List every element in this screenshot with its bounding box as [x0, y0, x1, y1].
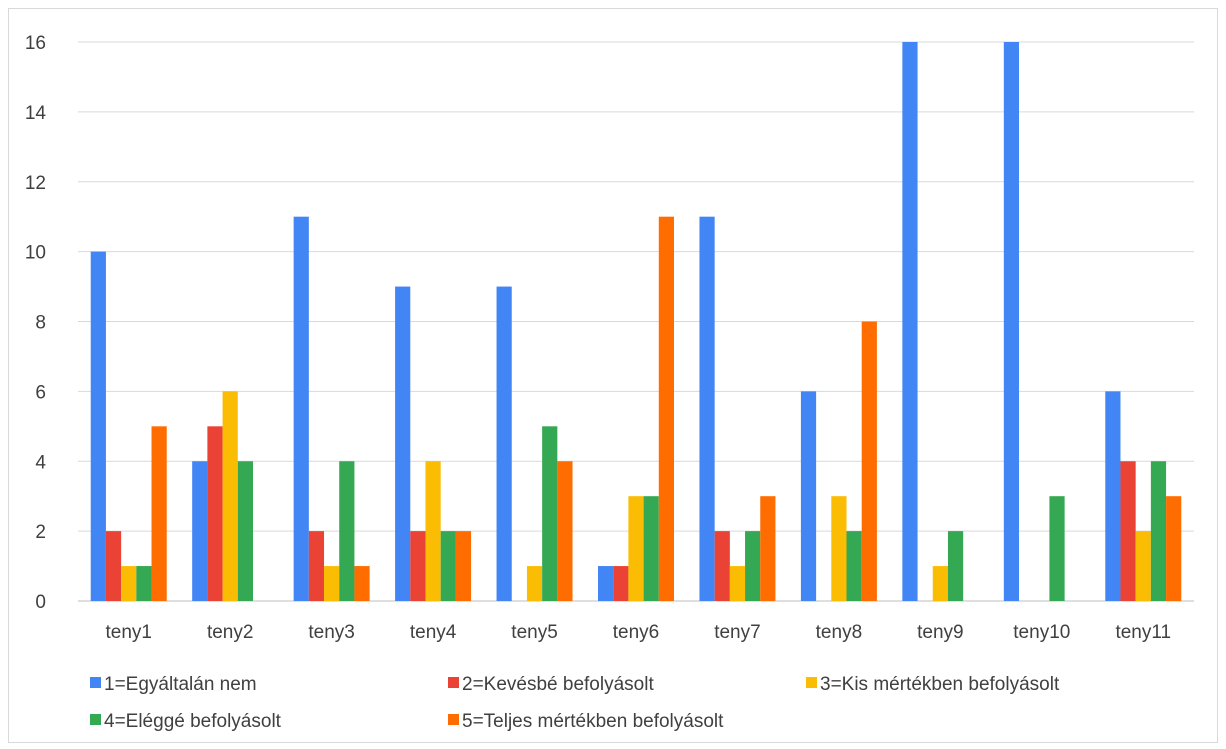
y-tick-label: 6	[35, 382, 46, 403]
bar-teny2-series-3	[222, 391, 238, 601]
x-tick-label: teny4	[410, 622, 457, 643]
bar-teny6-series-4	[643, 496, 659, 601]
bar-teny2-series-2	[207, 426, 223, 601]
bar-teny3-series-4	[339, 461, 355, 601]
bar-teny2-series-4	[237, 461, 253, 601]
bar-teny4-series-4	[440, 531, 456, 601]
bar-teny6-series-1	[598, 566, 614, 601]
bar-teny3-series-5	[354, 566, 370, 601]
bar-teny7-series-5	[760, 496, 776, 601]
x-tick-label: teny7	[714, 622, 760, 643]
y-tick-label: 16	[25, 33, 46, 54]
bar-teny3-series-3	[324, 566, 340, 601]
bar-teny11-series-4	[1150, 461, 1167, 601]
bar-teny8-series-1	[800, 391, 817, 601]
legend-swatch-4	[90, 714, 101, 725]
bar-teny1-series-4	[136, 566, 152, 601]
x-tick-label: teny6	[613, 622, 659, 643]
bar-teny7-series-1	[699, 216, 715, 601]
legend-swatch-1	[90, 677, 101, 688]
y-tick-label: 10	[25, 243, 46, 264]
y-tick-label: 12	[25, 173, 46, 194]
x-tick-label: teny11	[1115, 622, 1171, 643]
x-tick-label: teny9	[917, 622, 963, 643]
bar-teny4-series-3	[425, 461, 441, 601]
bar-teny6-series-2	[613, 566, 629, 601]
bar-teny7-series-4	[745, 531, 761, 601]
bar-teny8-series-3	[831, 496, 847, 601]
legend-label-3: 3=Kis mértékben befolyásolt	[820, 674, 1060, 695]
bar-teny4-series-2	[410, 531, 426, 601]
y-tick-label: 0	[35, 592, 46, 613]
bar-teny6-series-3	[628, 496, 644, 601]
bar-teny5-series-1	[496, 286, 512, 601]
bar-teny1-series-3	[121, 566, 137, 601]
bar-teny7-series-2	[714, 531, 730, 601]
bar-teny1-series-5	[151, 426, 167, 601]
legend-swatch-5	[448, 714, 459, 725]
bar-teny11-series-1	[1105, 391, 1121, 601]
bar-teny1-series-1	[90, 251, 106, 601]
y-tick-label: 4	[35, 452, 46, 473]
bar-teny1-series-2	[105, 531, 122, 601]
x-tick-label: teny3	[308, 622, 354, 643]
bar-teny5-series-4	[542, 426, 558, 601]
y-tick-label: 8	[35, 313, 46, 334]
bar-teny2-series-1	[192, 461, 208, 601]
bar-teny10-series-1	[1003, 42, 1020, 601]
bar-teny9-series-4	[947, 531, 964, 601]
x-tick-label: teny5	[511, 622, 557, 643]
bar-teny8-series-5	[861, 321, 877, 601]
bar-teny7-series-3	[729, 566, 746, 601]
bar-teny8-series-4	[846, 531, 862, 601]
bar-teny11-series-3	[1135, 531, 1151, 601]
bar-teny9-series-3	[932, 566, 948, 601]
bar-teny5-series-3	[526, 566, 543, 601]
legend-label-4: 4=Eléggé befolyásolt	[104, 711, 282, 732]
x-tick-label: teny1	[105, 622, 151, 643]
y-tick-label: 2	[35, 522, 46, 543]
bar-teny9-series-1	[902, 42, 918, 601]
bar-teny11-series-2	[1120, 461, 1136, 601]
bar-teny4-series-5	[455, 531, 472, 601]
bar-teny11-series-5	[1166, 496, 1182, 601]
bar-teny6-series-5	[658, 216, 674, 601]
bar-teny3-series-2	[308, 531, 325, 601]
bar-teny3-series-1	[293, 216, 309, 601]
bar-teny4-series-1	[395, 286, 411, 601]
legend-swatch-2	[448, 677, 459, 688]
x-tick-label: teny8	[816, 622, 862, 643]
x-tick-label: teny10	[1013, 622, 1070, 643]
bar-teny5-series-5	[557, 461, 573, 601]
legend-label-5: 5=Teljes mértékben befolyásolt	[462, 711, 724, 732]
bar-teny10-series-4	[1049, 496, 1065, 601]
legend-swatch-3	[806, 677, 817, 688]
y-tick-label: 14	[25, 103, 47, 124]
legend-label-1: 1=Egyáltalán nem	[104, 674, 257, 695]
x-tick-label: teny2	[207, 622, 253, 643]
legend-label-2: 2=Kevésbé befolyásolt	[462, 674, 654, 695]
